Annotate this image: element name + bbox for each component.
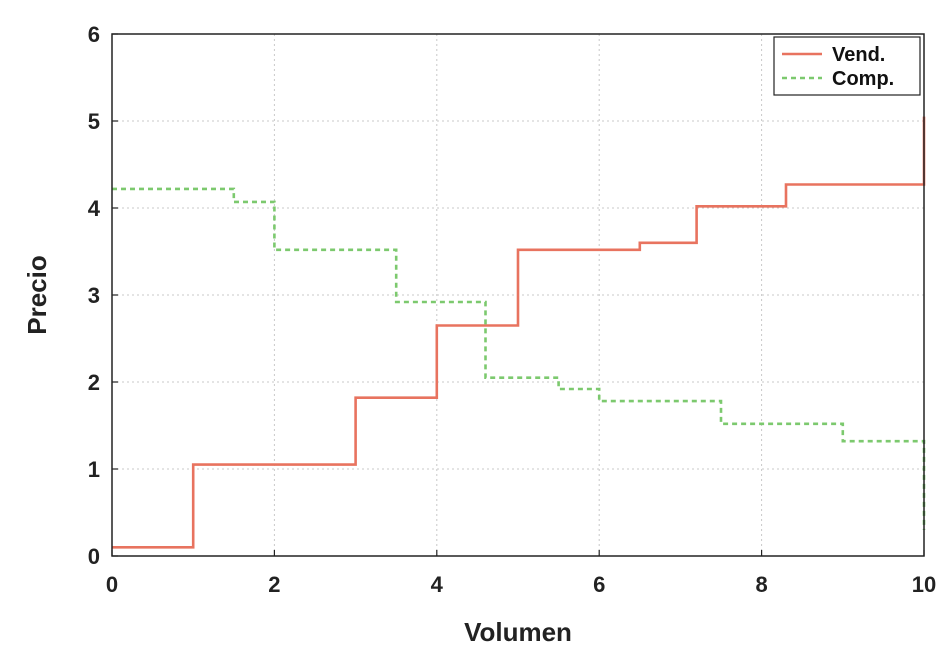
legend-box [773, 36, 921, 96]
y-axis-label: Precio [22, 255, 52, 335]
y-tick-label: 6 [88, 22, 100, 47]
y-tick-label: 1 [88, 457, 100, 482]
legend-label: Vend. [832, 44, 885, 66]
x-tick-label: 4 [431, 572, 444, 597]
x-axis-label: Volumen [464, 617, 572, 647]
grid [112, 34, 924, 556]
y-tick-label: 3 [88, 283, 100, 308]
x-tick-label: 10 [912, 572, 936, 597]
x-tick-label: 2 [268, 572, 280, 597]
legend: Vend.Comp. [773, 36, 921, 96]
series-line-1 [112, 187, 926, 530]
x-tick-label: 8 [755, 572, 767, 597]
y-tick-label: 0 [88, 544, 100, 569]
series-layer [112, 116, 926, 549]
x-tick-label: 0 [106, 572, 118, 597]
y-tick-label: 4 [88, 196, 101, 221]
y-axis-ticks: 0 1 2 3 4 5 6 [88, 22, 118, 569]
y-tick-label: 5 [88, 109, 100, 134]
legend-label: Comp. [832, 68, 894, 90]
x-axis-ticks: 0 2 4 6 8 10 [106, 550, 936, 597]
y-tick-label: 2 [88, 370, 100, 395]
series-line-0 [112, 116, 926, 549]
x-tick-label: 6 [593, 572, 605, 597]
